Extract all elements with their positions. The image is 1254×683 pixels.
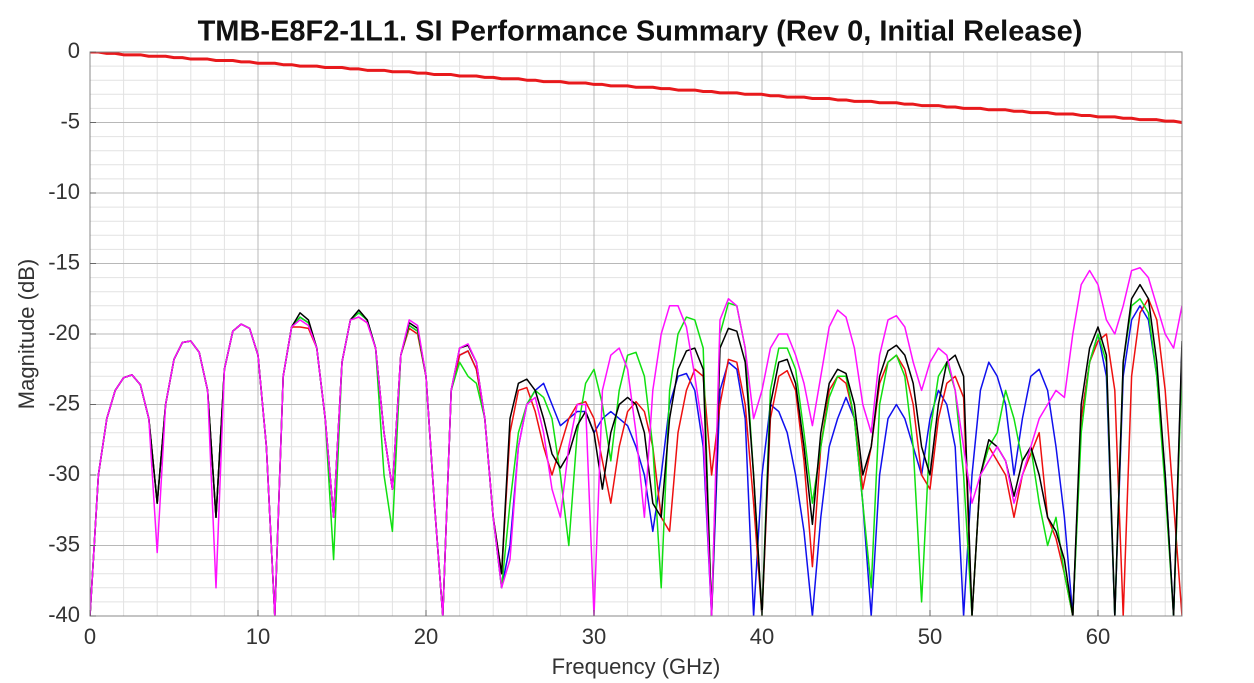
ticks: 0 10 20 30 40 50 60 0 -5 -10 -15 -20 -25 -30 -35 -40 <box>48 38 1110 649</box>
y-axis-label: Magnitude (dB) <box>14 259 39 409</box>
lines <box>90 52 1182 616</box>
series-line <box>90 52 1182 124</box>
y-tick-label: -15 <box>48 249 80 274</box>
y-tick-label: -20 <box>48 320 80 345</box>
x-tick-label: 0 <box>84 624 96 649</box>
y-tick-label: -30 <box>48 461 80 486</box>
x-tick-label: 10 <box>246 624 270 649</box>
chart-title: TMB-E8F2-1L1. SI Performance Summary (Re… <box>198 16 1083 48</box>
x-tick-label: 40 <box>750 624 774 649</box>
y-tick-label: -25 <box>48 390 80 415</box>
series-line <box>90 266 1182 616</box>
x-tick-label: 50 <box>918 624 942 649</box>
x-axis-label: Frequency (GHz) <box>552 654 721 679</box>
y-tick-label: -35 <box>48 531 80 556</box>
x-tick-label: 20 <box>414 624 438 649</box>
y-tick-label: 0 <box>68 38 80 63</box>
y-tick-label: -10 <box>48 179 80 204</box>
y-tick-label: -40 <box>48 602 80 627</box>
grid <box>89 51 1182 617</box>
y-tick-label: -5 <box>60 108 80 133</box>
x-tick-label: 30 <box>582 624 606 649</box>
x-tick-label: 60 <box>1086 624 1110 649</box>
